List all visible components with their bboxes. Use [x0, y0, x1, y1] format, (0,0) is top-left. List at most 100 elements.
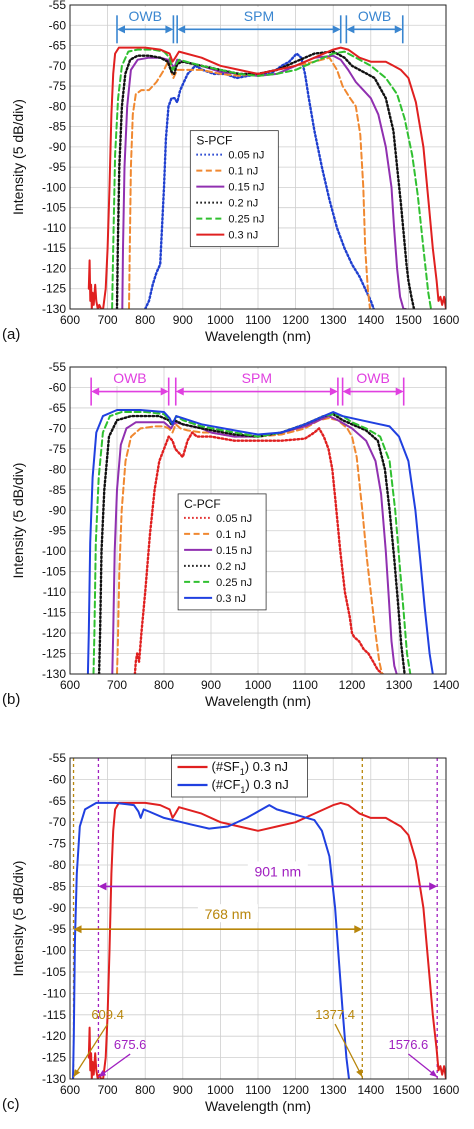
y-tick-label: -120	[42, 261, 66, 275]
y-tick-label: -110	[43, 221, 66, 235]
legend-text-part: (#CF	[212, 777, 241, 792]
legend-title: S-PCF	[196, 134, 232, 148]
width-label: 901 nm	[254, 863, 301, 879]
arrow-head-left	[175, 387, 184, 396]
x-tick-label: 1500	[395, 313, 422, 327]
y-tick-label: -95	[49, 524, 67, 538]
y-tick-label: -80	[49, 462, 67, 476]
leader-arrow-head	[73, 1069, 81, 1077]
x-tick-label: 1400	[433, 678, 460, 692]
arrow-head-left	[91, 387, 100, 396]
legend-entry-label: (#CF1) 0.3 nJ	[212, 777, 289, 795]
x-tick-label: 1300	[386, 678, 413, 692]
y-tick-label: -65	[49, 39, 67, 53]
wavelength-value-label: 675.6	[114, 1037, 147, 1052]
y-tick-label: -130	[42, 667, 66, 681]
y-tick-label: -70	[49, 421, 67, 435]
y-tick-label: -80	[49, 858, 67, 872]
y-tick-label: -70	[49, 815, 67, 829]
y-tick-label: -80	[49, 99, 67, 113]
x-tick-label: 1100	[245, 313, 271, 327]
legend-box	[189, 130, 279, 248]
y-tick-label: -115	[43, 606, 66, 620]
arrow-head-right	[160, 387, 169, 396]
arrow-head-left	[117, 25, 125, 34]
legend-entry-label: 0.2 nJ	[228, 198, 258, 210]
y-tick-label: -60	[49, 772, 67, 786]
x-tick-label: 1200	[282, 313, 309, 327]
legend-entry-label: 0.3 nJ	[216, 593, 246, 605]
series-line-6	[87, 46, 446, 309]
x-tick-label: 1600	[433, 313, 460, 327]
y-tick-label: -85	[49, 483, 67, 497]
y-tick-label: -105	[42, 565, 66, 579]
y-tick-label: -120	[42, 1029, 66, 1043]
series-line-6	[86, 409, 434, 674]
span-label-bg	[241, 369, 273, 386]
x-tick-label: 700	[107, 678, 127, 692]
x-tick-label: 600	[60, 678, 80, 692]
arrow-head-left	[73, 925, 82, 934]
span-label: SPM	[244, 8, 274, 24]
leader-line	[334, 1023, 363, 1078]
y-tick-label: -75	[49, 837, 67, 851]
legend-box	[177, 493, 267, 611]
y-tick-label: -75	[49, 79, 67, 93]
y-tick-label: -110	[43, 585, 66, 599]
x-tick-label: 1000	[207, 1083, 234, 1097]
x-tick-label: 1200	[339, 678, 366, 692]
y-tick-label: -100	[42, 944, 66, 958]
leader-arrow-head	[429, 1069, 438, 1077]
arrow-head-left	[346, 25, 355, 34]
span-label: OWB	[358, 8, 391, 24]
x-tick-label: 1400	[357, 313, 384, 327]
legend-entry-label: 0.1 nJ	[216, 529, 246, 541]
series-line-5	[111, 48, 432, 309]
span-label-bg	[129, 7, 161, 24]
y-tick-label: -75	[49, 442, 67, 456]
y-tick-label: -65	[49, 401, 67, 415]
x-tick-label: 1500	[395, 1083, 422, 1097]
span-label: OWB	[113, 370, 146, 386]
span-label: OWB	[356, 370, 389, 386]
legend-entry-label: 0.1 nJ	[228, 166, 258, 178]
arrow-head-left	[177, 25, 186, 34]
arrow-head-right	[395, 387, 404, 396]
legend-entry-label: (#SF1) 0.3 nJ	[212, 759, 289, 777]
legend-entry-label: 0.15 nJ	[228, 182, 264, 194]
arrow-head-right	[394, 25, 403, 34]
plot-frame	[69, 366, 447, 675]
y-tick-label: -120	[42, 626, 66, 640]
legend-text-part: ) 0.3 nJ	[245, 759, 288, 774]
wavelength-value-label: 609.4	[91, 1007, 124, 1022]
panel-label: (a)	[2, 326, 20, 343]
y-tick-label: -85	[49, 879, 67, 893]
series-line-2	[72, 801, 350, 1079]
chart-panel-2: -55 -60 -65 -70 -75 -80 -85 -90 -95 -100 -105 -110 -…	[2, 360, 460, 709]
series-line-5	[92, 411, 412, 674]
x-tick-label: 800	[154, 678, 174, 692]
y-tick-label: -125	[42, 647, 66, 661]
x-tick-label: 700	[98, 1083, 118, 1097]
legend-text-part: ) 0.3 nJ	[245, 777, 288, 792]
legend-title: C-PCF	[184, 497, 221, 511]
x-tick-label: 1400	[357, 1083, 384, 1097]
chart-panel-1: -55 -60 -65 -70 -75 -80 -85 -90 -95 -100 -105 -110 -…	[2, 0, 460, 344]
y-tick-label: -110	[43, 986, 66, 1000]
panel-label: (b)	[2, 691, 20, 708]
chart-panel-3: -55 -60 -65 -70 -75 -80 -85 -90 -95 -100 -105 -110 -…	[2, 751, 460, 1114]
legend-entry-label: 0.15 nJ	[216, 545, 252, 557]
width-label-bg	[197, 904, 258, 923]
x-tick-label: 600	[60, 1083, 80, 1097]
wavelength-value-label: 1576.6	[389, 1037, 429, 1052]
y-tick-label: -55	[49, 0, 67, 12]
legend-entry-label: 0.3 nJ	[228, 230, 258, 242]
x-tick-label: 900	[201, 678, 221, 692]
arrow-head-left	[98, 882, 107, 891]
plot-area	[72, 758, 446, 1079]
leader-arrow-head	[98, 1070, 107, 1077]
y-tick-label: -95	[49, 922, 67, 936]
span-label: OWB	[128, 8, 161, 24]
y-tick-label: -60	[49, 380, 67, 394]
arrow-head-right	[329, 387, 338, 396]
